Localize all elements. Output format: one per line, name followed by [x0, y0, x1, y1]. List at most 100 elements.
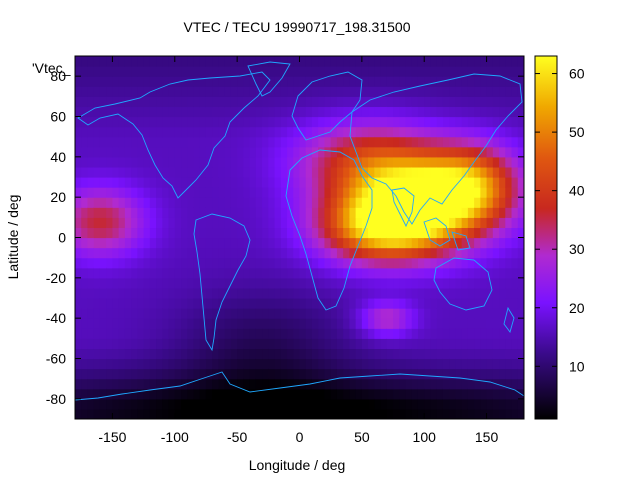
- heatmap-cell: [430, 257, 438, 269]
- heatmap-cell: [174, 126, 182, 138]
- heatmap-cell: [368, 368, 375, 380]
- heatmap-cell: [374, 126, 382, 138]
- heatmap-cell: [224, 187, 232, 198]
- heatmap-cell: [230, 308, 238, 319]
- heatmap-cell: [474, 197, 481, 208]
- heatmap-cell: [131, 308, 138, 319]
- heatmap-cell: [224, 298, 232, 309]
- heatmap-cell: [174, 166, 182, 178]
- heatmap-cell: [156, 86, 163, 97]
- heatmap-cell: [255, 277, 263, 289]
- heatmap-cell: [268, 237, 276, 249]
- heatmap-cell: [305, 126, 313, 138]
- heatmap-cell: [224, 86, 232, 97]
- heatmap-cell: [193, 116, 201, 128]
- heatmap-cell: [486, 368, 494, 380]
- heatmap-cell: [361, 136, 369, 148]
- heatmap-cell: [243, 217, 251, 229]
- heatmap-cell: [417, 136, 425, 148]
- heatmap-cell: [393, 267, 400, 279]
- heatmap-cell: [417, 56, 425, 67]
- heatmap-cell: [218, 328, 226, 339]
- heatmap-cell: [436, 116, 444, 128]
- heatmap-cell: [455, 56, 463, 67]
- heatmap-cell: [461, 378, 469, 390]
- heatmap-cell: [405, 106, 413, 118]
- heatmap-cell: [368, 378, 375, 390]
- heatmap-cell: [75, 237, 82, 249]
- heatmap-cell: [355, 177, 363, 188]
- heatmap-cell: [262, 378, 269, 390]
- heatmap-cell: [287, 146, 294, 158]
- heatmap-cell: [137, 237, 145, 249]
- heatmap-cell: [442, 277, 450, 289]
- heatmap-cell: [255, 328, 263, 339]
- heatmap-cell: [517, 207, 524, 218]
- heatmap-cell: [467, 66, 475, 77]
- heatmap-cell: [193, 378, 201, 390]
- heatmap-cell: [112, 408, 120, 419]
- heatmap-cell: [124, 388, 132, 400]
- heatmap-cell: [343, 247, 350, 259]
- heatmap-cell: [311, 197, 319, 208]
- heatmap-cell: [374, 257, 382, 269]
- heatmap-cell: [311, 348, 319, 360]
- heatmap-cell: [230, 116, 238, 128]
- heatmap-cell: [336, 156, 344, 168]
- heatmap-cell: [399, 408, 407, 419]
- heatmap-cell: [330, 257, 338, 269]
- heatmap-cell: [442, 156, 450, 168]
- heatmap-cell: [336, 328, 344, 339]
- heatmap-cell: [199, 237, 207, 249]
- heatmap-cell: [293, 56, 301, 67]
- heatmap-cell: [124, 338, 132, 350]
- heatmap-cell: [405, 328, 413, 339]
- heatmap-cell: [280, 56, 288, 67]
- heatmap-cell: [156, 197, 163, 208]
- heatmap-cell: [205, 146, 213, 158]
- heatmap-cell: [517, 257, 524, 269]
- coastline-europe: [291, 71, 363, 141]
- heatmap-cell: [386, 76, 394, 87]
- heatmap-cell: [455, 126, 463, 138]
- heatmap-cell: [75, 187, 82, 198]
- heatmap-cell: [393, 66, 400, 77]
- heatmap-cell: [81, 66, 89, 77]
- heatmap-cell: [393, 156, 400, 168]
- heatmap-cell: [336, 76, 344, 87]
- heatmap-cell: [505, 348, 513, 360]
- heatmap-cell: [174, 378, 182, 390]
- heatmap-cell: [262, 308, 269, 319]
- heatmap-cell: [93, 56, 101, 67]
- heatmap-cell: [143, 237, 151, 249]
- heatmap-cell: [455, 298, 463, 309]
- heatmap-cell: [243, 66, 251, 77]
- heatmap-cell: [467, 76, 475, 87]
- heatmap-cell: [349, 126, 357, 138]
- heatmap-cell: [442, 388, 450, 400]
- heatmap-cell: [368, 136, 375, 148]
- heatmap-cell: [93, 217, 101, 229]
- heatmap-cell: [174, 217, 182, 229]
- heatmap-cell: [81, 247, 89, 259]
- heatmap-cell: [405, 156, 413, 168]
- heatmap-cell: [393, 146, 400, 158]
- heatmap-cell: [499, 328, 506, 339]
- heatmap-cell: [505, 166, 513, 178]
- heatmap-cell: [162, 328, 170, 339]
- heatmap-cell: [124, 146, 132, 158]
- heatmap-cell: [305, 177, 313, 188]
- heatmap-cell: [405, 116, 413, 128]
- heatmap-cell: [149, 166, 157, 178]
- heatmap-cell: [131, 156, 138, 168]
- heatmap-cell: [230, 368, 238, 380]
- heatmap-cell: [417, 358, 425, 370]
- heatmap-cell: [399, 56, 407, 67]
- heatmap-cell: [218, 257, 226, 269]
- heatmap-cell: [386, 136, 394, 148]
- heatmap-cell: [224, 207, 232, 218]
- heatmap-cell: [343, 66, 350, 77]
- heatmap-cell: [386, 408, 394, 419]
- heatmap-cell: [480, 398, 488, 410]
- heatmap-cell: [380, 227, 388, 239]
